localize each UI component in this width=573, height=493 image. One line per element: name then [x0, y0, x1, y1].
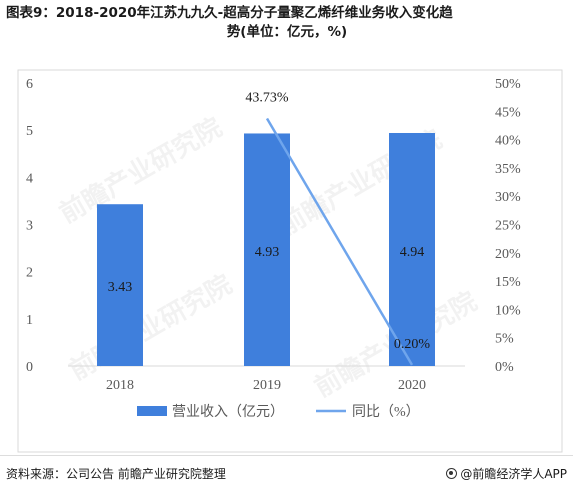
source-note: 资料来源：公司公告 前瞻产业研究院整理 — [6, 467, 226, 481]
bar-2020 — [389, 132, 435, 366]
chart-title-line-2: 势(单位：亿元，%) — [226, 24, 348, 40]
legend-bar-swatch — [137, 406, 167, 416]
y-right-tick-label: 30% — [495, 190, 521, 205]
brand-credit-text: @前瞻经济学人APP — [460, 467, 567, 481]
y-left-tick-label: 0 — [26, 360, 33, 375]
chart-title-line-1: 图表9：2018-2020年江苏九九久-超高分子量聚乙烯纤维业务收入变化趋 — [6, 5, 453, 21]
y-right-tick-label: 10% — [495, 303, 521, 318]
chart-title: 图表9：2018-2020年江苏九九久-超高分子量聚乙烯纤维业务收入变化趋 势(… — [6, 4, 568, 42]
plot-frame — [17, 69, 563, 453]
y-left-tick-label: 6 — [26, 77, 33, 92]
y-right-tick-label: 45% — [495, 105, 521, 120]
y-left-tick-label: 2 — [26, 266, 33, 281]
bar-data-label: 4.94 — [400, 245, 425, 260]
line-yoy-growth — [265, 117, 414, 366]
bar-2018 — [97, 204, 143, 366]
x-tick-label: 2019 — [253, 378, 281, 393]
bar-data-label: 4.93 — [255, 245, 280, 260]
line-data-label: 43.73% — [245, 90, 289, 105]
y-left-tick-label: 3 — [26, 219, 33, 234]
y-right-tick-label: 40% — [495, 134, 521, 149]
bar-data-label: 3.43 — [108, 280, 133, 295]
y-right-tick-label: 5% — [495, 332, 514, 347]
line-data-label: 0.20% — [394, 337, 431, 352]
x-tick-label: 2020 — [398, 378, 426, 393]
legend-line-label: 同比（%） — [352, 404, 420, 420]
y-right-tick-label: 15% — [495, 275, 521, 290]
footer-divider — [0, 455, 573, 456]
y-left-tick-label: 4 — [26, 171, 33, 186]
y-left-tick-label: 5 — [26, 124, 33, 139]
bar-2019 — [244, 133, 290, 366]
y-right-tick-label: 0% — [495, 360, 514, 375]
y-right-tick-label: 20% — [495, 247, 521, 262]
brand-credit: @前瞻经济学人APP — [446, 465, 567, 482]
y-right-tick-label: 50% — [495, 77, 521, 92]
y-right-tick-label: 25% — [495, 219, 521, 234]
y-right-tick-label: 35% — [495, 162, 521, 177]
legend-bar-label: 营业收入（亿元） — [172, 404, 284, 420]
x-tick-label: 2018 — [106, 378, 134, 393]
watermark-2: 前瞻产业研究院 — [64, 269, 237, 386]
y-left-tick-label: 1 — [26, 313, 33, 328]
brand-logo-icon — [446, 468, 458, 479]
